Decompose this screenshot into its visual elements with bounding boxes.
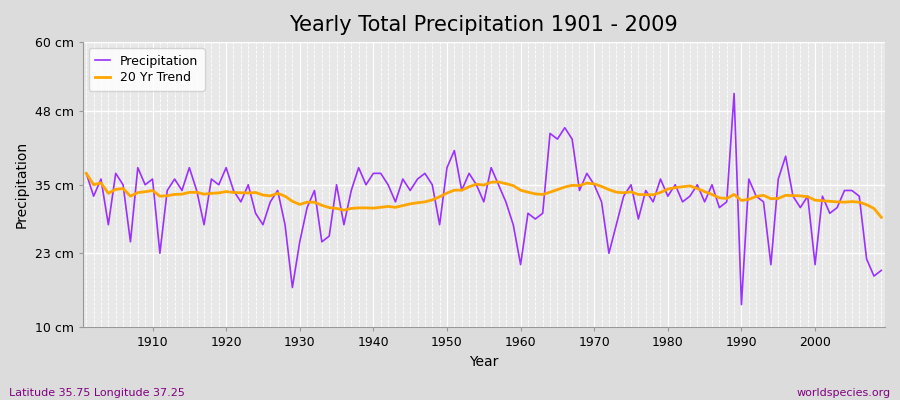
Precipitation [736, 302, 747, 307]
Precipitation [729, 91, 740, 96]
20 Yr Trend [508, 183, 518, 188]
Precipitation [302, 205, 312, 210]
20 Yr Trend [515, 188, 526, 192]
20 Yr Trend [302, 200, 312, 204]
Line: 20 Yr Trend: 20 Yr Trend [86, 173, 881, 217]
20 Yr Trend [604, 187, 615, 192]
X-axis label: Year: Year [469, 355, 499, 369]
Legend: Precipitation, 20 Yr Trend: Precipitation, 20 Yr Trend [89, 48, 204, 91]
Y-axis label: Precipitation: Precipitation [15, 141, 29, 228]
Precipitation [876, 268, 886, 273]
20 Yr Trend [81, 171, 92, 176]
Precipitation [604, 251, 615, 256]
Precipitation [346, 188, 356, 193]
20 Yr Trend [140, 189, 150, 194]
Line: Precipitation: Precipitation [86, 94, 881, 304]
Precipitation [515, 262, 526, 267]
Text: worldspecies.org: worldspecies.org [796, 388, 891, 398]
Precipitation [140, 182, 150, 187]
Precipitation [508, 222, 518, 227]
20 Yr Trend [876, 215, 886, 220]
Title: Yearly Total Precipitation 1901 - 2009: Yearly Total Precipitation 1901 - 2009 [290, 15, 679, 35]
Text: Latitude 35.75 Longitude 37.25: Latitude 35.75 Longitude 37.25 [9, 388, 184, 398]
20 Yr Trend [346, 206, 356, 211]
Precipitation [81, 171, 92, 176]
